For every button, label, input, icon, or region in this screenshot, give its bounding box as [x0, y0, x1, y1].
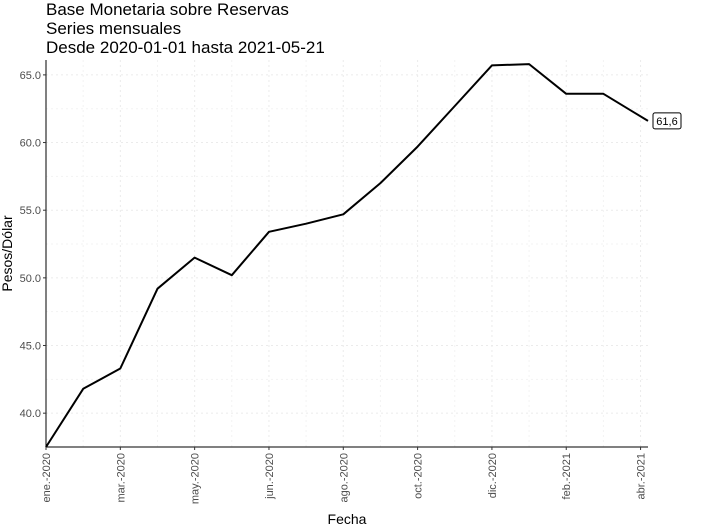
x-tick-label: oct.-2020	[413, 453, 425, 499]
chart-title-block: Base Monetaria sobre Reservas Series men…	[46, 0, 325, 57]
x-tick-label: mar.-2020	[115, 453, 127, 503]
x-tick-label: may.-2020	[190, 453, 202, 504]
y-tick-label: 50.0	[20, 273, 41, 285]
x-tick-label: jun.-2020	[264, 453, 276, 500]
y-tick-labels: 40.0 45.0 50.0 55.0 60.0 65.0	[20, 70, 41, 420]
grid-lines	[45, 60, 648, 448]
x-tick-label: abr.-2021	[636, 453, 648, 499]
y-tick-label: 55.0	[20, 205, 41, 217]
y-tick-label: 65.0	[20, 70, 41, 82]
annotations: 61,6	[652, 112, 682, 130]
x-axis-title: Fecha	[328, 511, 367, 527]
last-value-label-box	[652, 112, 682, 130]
last-value-label: 61,6	[656, 116, 677, 128]
y-tick-label: 60.0	[20, 138, 41, 150]
x-tick-label: feb.-2021	[561, 453, 573, 499]
chart-date-range: Desde 2020-01-01 hasta 2021-05-21	[46, 38, 325, 57]
chart-title: Base Monetaria sobre Reservas	[46, 0, 289, 19]
x-tick-label: ago.-2020	[338, 453, 350, 503]
axes	[43, 60, 648, 450]
y-tick-label: 40.0	[20, 408, 41, 420]
x-tick-label: dic.-2020	[487, 453, 499, 498]
y-axis-title: Pesos/Dólar	[0, 215, 15, 292]
series-lines	[45, 63, 649, 448]
x-tick-labels: ene.-2020 mar.-2020 may.-2020 jun.-2020 ago.…	[41, 453, 648, 504]
series-line	[45, 63, 649, 448]
chart-subtitle: Series mensuales	[46, 19, 182, 38]
x-tick-label: ene.-2020	[41, 453, 53, 503]
y-tick-label: 45.0	[20, 341, 41, 353]
